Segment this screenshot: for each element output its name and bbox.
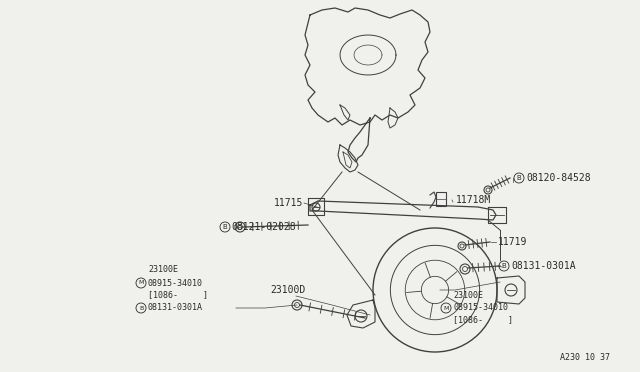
Text: 23100E: 23100E — [453, 291, 483, 299]
Text: B: B — [516, 175, 522, 181]
Text: [1086-     ]: [1086- ] — [148, 291, 208, 299]
Text: A230 10 37: A230 10 37 — [560, 353, 610, 362]
Text: 11719: 11719 — [498, 237, 527, 247]
Text: 11715: 11715 — [274, 198, 303, 208]
Text: 08915-34010: 08915-34010 — [453, 304, 508, 312]
Text: B: B — [223, 224, 227, 230]
Text: M: M — [444, 305, 449, 311]
Text: 08131-0301A: 08131-0301A — [148, 304, 203, 312]
Text: 23100D: 23100D — [270, 285, 305, 295]
Text: 11718M: 11718M — [456, 195, 492, 205]
Text: 08915-34010: 08915-34010 — [148, 279, 203, 288]
Text: [1086-     ]: [1086- ] — [453, 315, 513, 324]
Text: 08121-02028: 08121-02028 — [231, 222, 296, 232]
Text: M: M — [138, 280, 144, 285]
Text: 23100E: 23100E — [148, 266, 178, 275]
Text: 08120-84528: 08120-84528 — [526, 173, 591, 183]
Text: B: B — [502, 263, 506, 269]
Text: 08131-0301A: 08131-0301A — [511, 261, 575, 271]
Text: B: B — [139, 305, 143, 311]
